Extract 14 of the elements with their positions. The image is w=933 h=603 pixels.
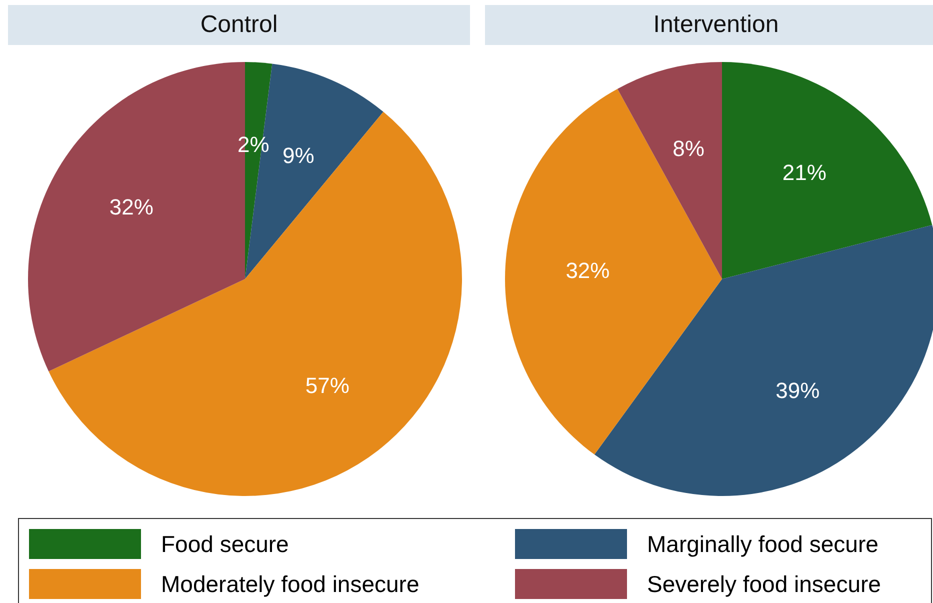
data-label: 21% [782,160,826,186]
data-label: 32% [109,194,154,220]
legend-label: Food secure [161,530,289,558]
legend-label: Marginally food secure [647,530,878,558]
chart-title: Intervention [485,5,933,45]
data-label: 9% [282,143,314,168]
legend-label: Moderately food insecure [161,570,420,598]
chart-title: Control [8,5,470,45]
data-label: 57% [305,372,350,398]
data-label: 39% [776,378,820,403]
pie-slice [48,112,462,496]
data-label: 8% [672,136,704,162]
legend-label: Severely food insecure [647,570,881,598]
data-label: 32% [566,258,610,284]
